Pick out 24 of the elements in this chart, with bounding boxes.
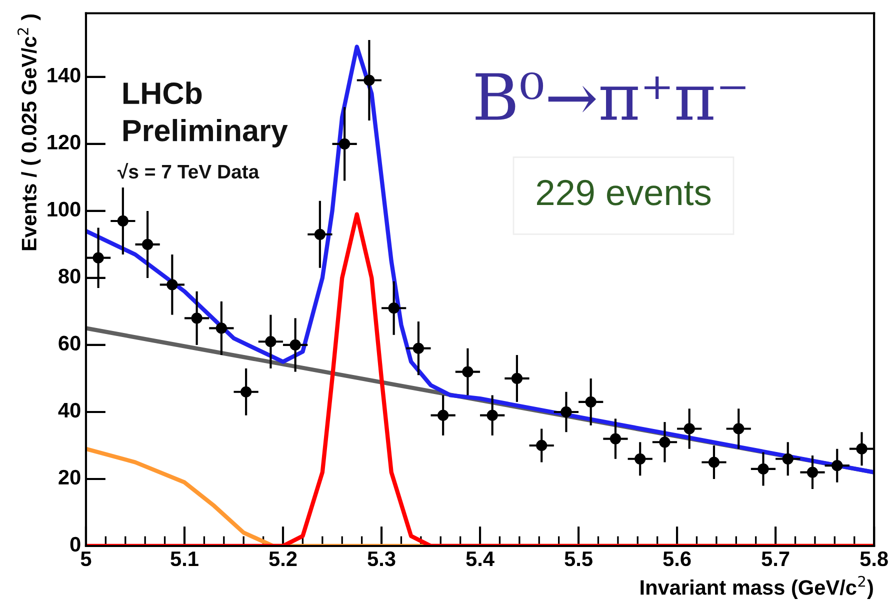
x-tick-label: 5.1 <box>170 552 198 566</box>
x-tick-label: 5.8 <box>860 551 888 566</box>
x-tick-label: 5.5 <box>564 552 592 566</box>
y-tick-label: 80 <box>58 268 80 284</box>
y-tick-label: 40 <box>58 402 80 418</box>
y-tick-label: 0 <box>70 536 80 552</box>
x-tick-label: 5.6 <box>663 551 691 566</box>
x-tick-label: 5 <box>80 552 92 566</box>
annotation: Preliminary <box>123 118 288 148</box>
annotation: LHCb <box>123 82 202 104</box>
y-tick-label: 100 <box>48 202 80 217</box>
y-tick-label: 60 <box>58 336 80 351</box>
x-tick-label: 5.2 <box>269 551 297 566</box>
annotation: √s = 7 TeV Data <box>118 163 260 179</box>
x-axis-title: Invariant mass (GeV/c$^{2}$) <box>640 576 873 599</box>
y-tick-label: 20 <box>58 470 80 485</box>
x-tick-label: 5.3 <box>368 551 396 566</box>
x-tick-label: 5.4 <box>466 552 494 566</box>
y-tick-label: 140 <box>48 68 80 82</box>
annotation: B⁰→π⁺π⁻ <box>476 72 746 120</box>
y-tick-label: 120 <box>48 134 80 150</box>
y-axis-title: Events / ( 0.025 GeV/c$^{2}$ ) <box>17 14 41 250</box>
x-tick-label: 5.7 <box>762 552 790 566</box>
annotation: 229 events <box>537 180 711 206</box>
